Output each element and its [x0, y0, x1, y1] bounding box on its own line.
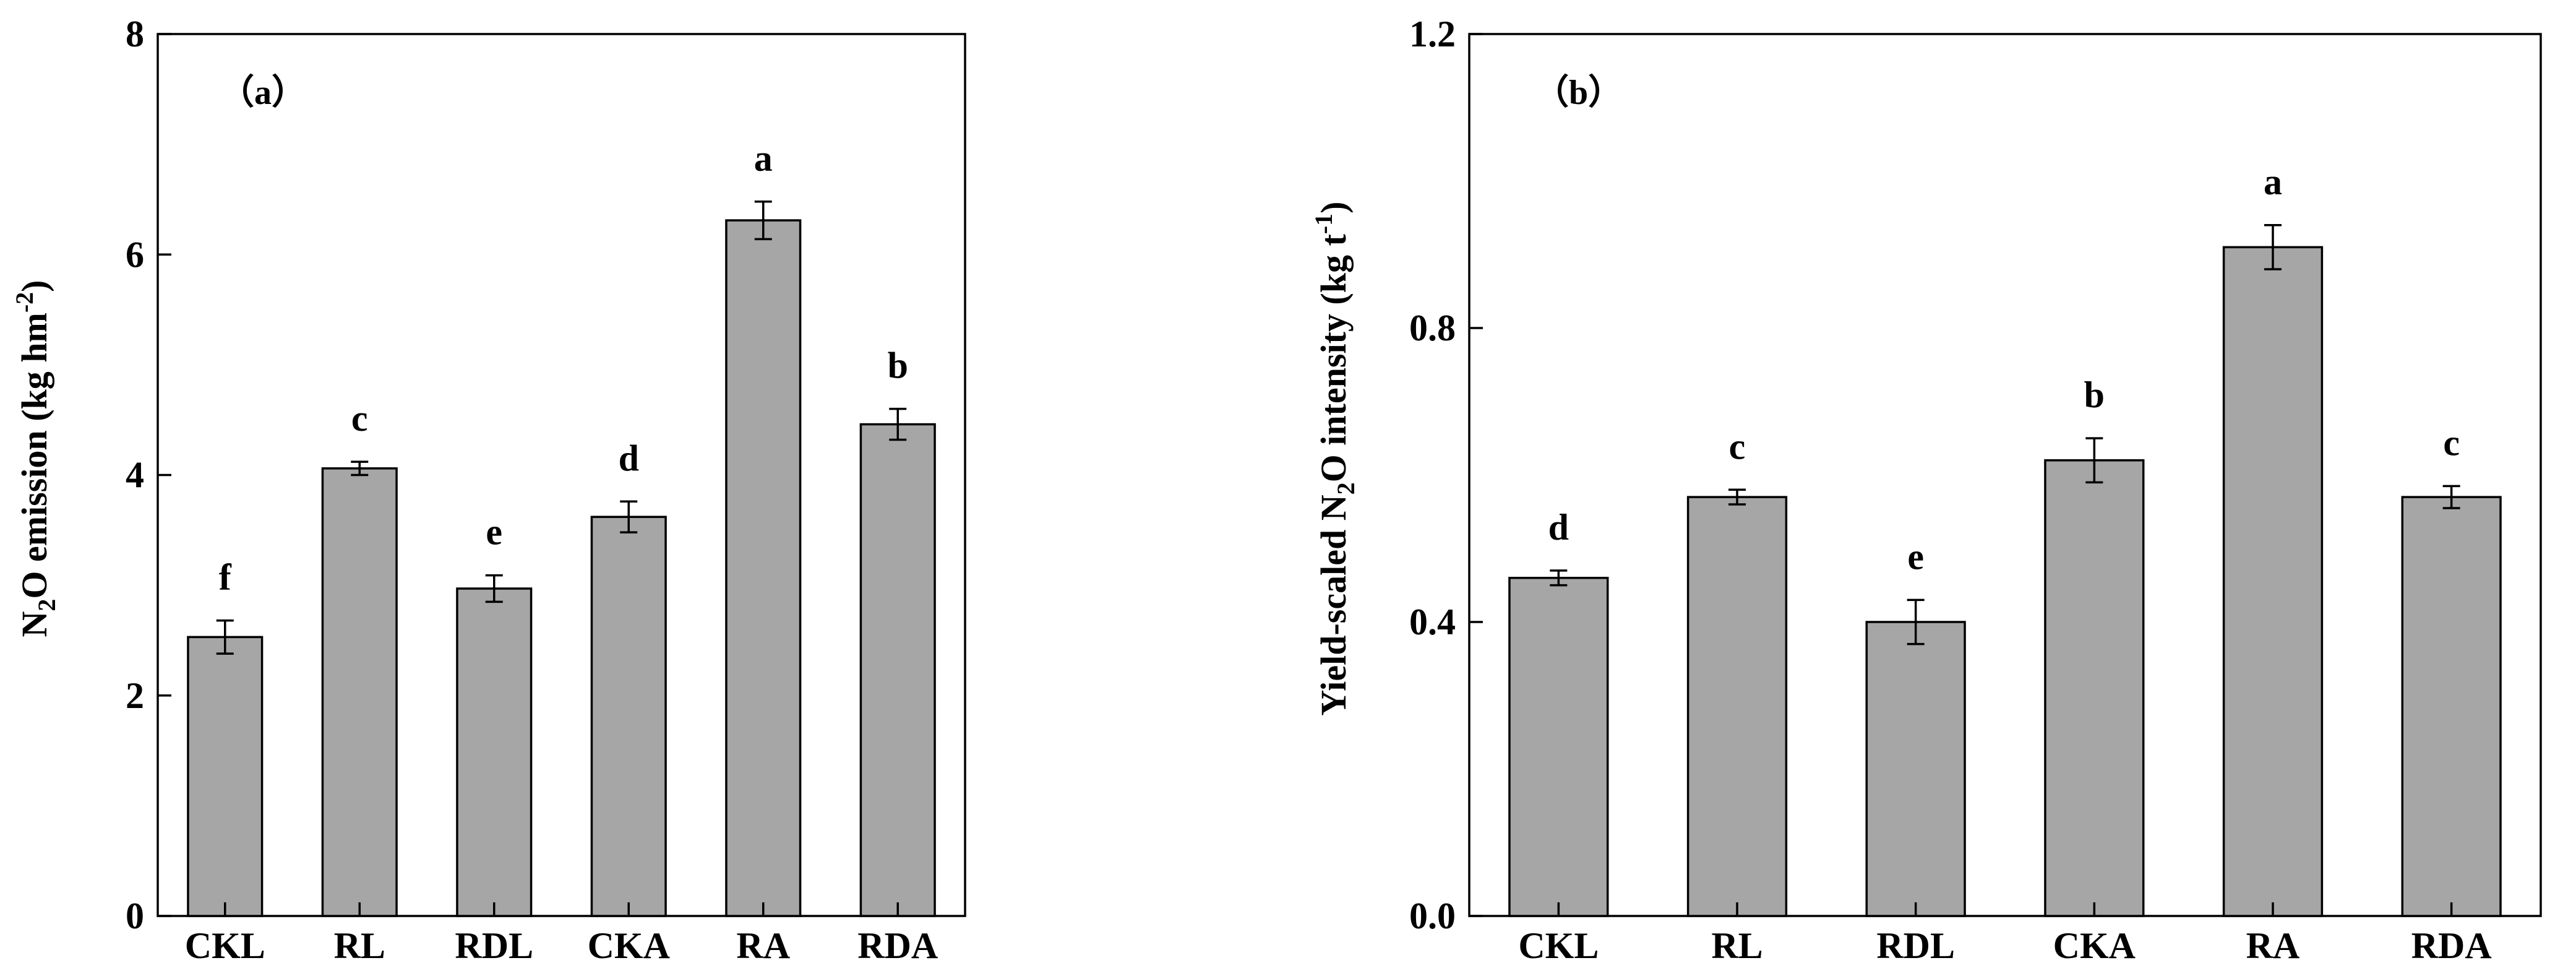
panel-a-category-label-ckl: CKL	[185, 925, 265, 966]
panel-a-category-label-rdl: RDL	[455, 925, 533, 966]
panel-a-significance-letter-cka: d	[619, 438, 639, 478]
panel-a-y-tick-label: 0	[126, 896, 144, 936]
panel-a-bar-rda	[859, 423, 936, 917]
panel-a-significance-letter-rda: b	[888, 345, 908, 386]
panel-b-category-label-ckl: CKL	[1518, 925, 1599, 966]
panel-b-category-label-cka: CKA	[2053, 925, 2136, 966]
panel-a-plot-frame	[157, 33, 966, 917]
panel-a-bar-cka	[590, 516, 667, 917]
panel-b-category-label-ra: RA	[2246, 925, 2300, 966]
panel-a-y-tick-label: 6	[126, 234, 144, 275]
panel-a-category-label-cka: CKA	[588, 925, 670, 966]
panel-b-y-tick-label: 0.4	[1409, 602, 1456, 642]
panel-a-significance-letter-ra: a	[754, 138, 773, 179]
panel-b-category-label-rl: RL	[1711, 925, 1762, 966]
panel-b-bar-rda	[2401, 496, 2502, 917]
panel-a-bar-ckl	[187, 636, 264, 917]
panel-b-significance-letter-ckl: d	[1548, 507, 1569, 548]
panel-a-bar-rl	[321, 467, 398, 917]
panel-b-y-tick-label: 1.2	[1409, 14, 1456, 54]
panel-b-bar-ckl	[1508, 577, 1609, 917]
panel-a-chart: N2O emission (kg hm-2) （a） 0 2 4 6 8 CKL f RL c R…	[11, 14, 966, 966]
panel-a-y-tick-label: 2	[126, 675, 144, 716]
panel-a-significance-letter-ckl: f	[219, 557, 232, 598]
panel-b-category-label-rda: RDA	[2411, 925, 2492, 966]
panel-b-chart: Yield-scaled N2O intensity (kg t-1) （b） …	[1310, 14, 2542, 966]
panel-b-bar-cka	[2044, 459, 2145, 917]
panel-a-significance-letter-rl: c	[351, 398, 368, 439]
panel-b-significance-letter-rl: c	[1729, 426, 1746, 467]
panel-a-y-tick-label: 8	[126, 14, 144, 54]
panel-b-significance-letter-cka: b	[2084, 374, 2105, 415]
panel-a-category-label-ra: RA	[736, 925, 790, 966]
panel-b-y-tick-label: 0.8	[1409, 308, 1456, 348]
panel-b-y-axis-title: Yield-scaled N2O intensity (kg t-1)	[1310, 202, 1360, 716]
panel-b-label: （b）	[1534, 73, 1623, 112]
panel-a-bar-ra	[725, 219, 802, 917]
panel-b-significance-letter-rdl: e	[1907, 536, 1924, 577]
panel-a-category-label-rl: RL	[334, 925, 385, 966]
panel-a-label: （a）	[220, 73, 306, 112]
panel-b-y-tick-label: 0.0	[1409, 896, 1456, 936]
panel-b-category-label-rdl: RDL	[1876, 925, 1955, 966]
panel-b-plot-frame	[1468, 33, 2542, 917]
panel-a-category-label-rda: RDA	[857, 925, 938, 966]
panel-a-y-tick-label: 4	[126, 455, 144, 496]
panel-b-significance-letter-rda: c	[2443, 422, 2460, 463]
panel-b-significance-letter-ra: a	[2264, 162, 2282, 202]
panel-a-bar-rdl	[456, 587, 533, 917]
panel-b-bar-rl	[1686, 496, 1788, 917]
panel-b-bar-ra	[2222, 246, 2324, 917]
panel-a-significance-letter-rdl: e	[486, 512, 502, 553]
panel-a-y-axis-title: N2O emission (kg hm-2)	[11, 280, 61, 637]
panel-b-bar-rdl	[1865, 621, 1966, 917]
